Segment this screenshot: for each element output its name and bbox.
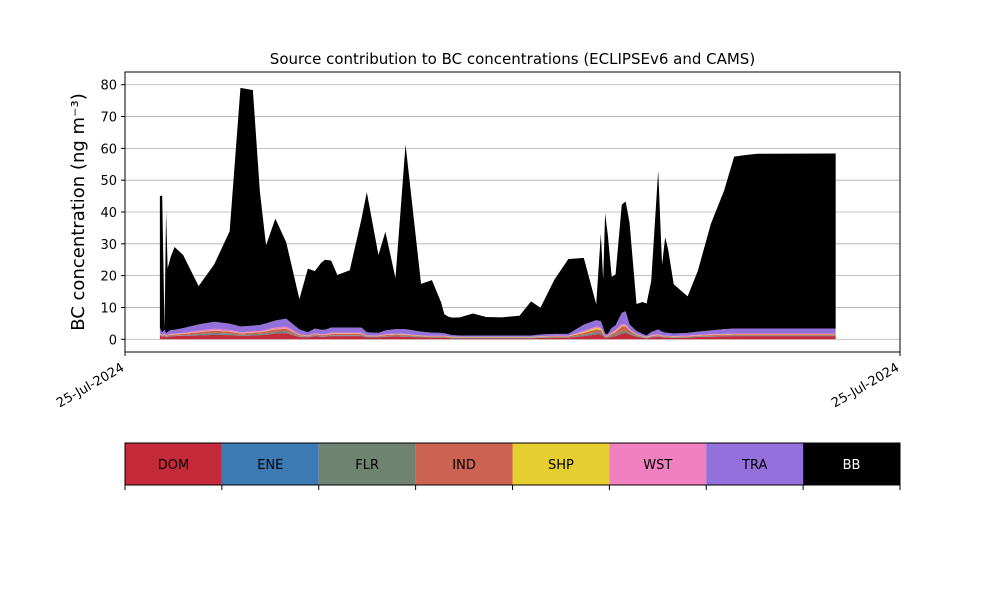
legend-swatch-ene bbox=[221, 443, 319, 485]
y-tick-label: 70 bbox=[100, 111, 117, 126]
legend-swatch-shp bbox=[512, 443, 610, 485]
legend-swatch-flr bbox=[318, 443, 416, 485]
legend-colorbar: DOM ENE FLR IND SHP WST TRA BB bbox=[124, 442, 901, 490]
y-tick-label: 40 bbox=[100, 206, 117, 221]
legend-swatch-wst bbox=[609, 443, 707, 485]
legend-label-flr: FLR bbox=[355, 458, 379, 473]
legend-frame bbox=[124, 442, 901, 486]
y-axis-label: BC concentration (ng m⁻³) bbox=[68, 93, 89, 331]
y-tick-label: 30 bbox=[100, 238, 117, 253]
legend-label-shp: SHP bbox=[548, 458, 574, 473]
chart-title: Source contribution to BC concentrations… bbox=[270, 50, 755, 68]
area-series-wst bbox=[159, 324, 836, 338]
legend-swatch-dom bbox=[125, 443, 222, 485]
stacked-areas bbox=[159, 87, 836, 340]
area-series-ind bbox=[159, 326, 836, 338]
y-tick-label: 20 bbox=[100, 270, 117, 285]
legend-swatch-tra bbox=[706, 443, 804, 485]
legend-swatch-ind bbox=[415, 443, 513, 485]
y-tick-label: 0 bbox=[109, 333, 117, 348]
legend-label-ene: ENE bbox=[257, 458, 283, 473]
legend-label-wst: WST bbox=[643, 458, 672, 473]
y-axis-ticks: 0 10 20 30 40 50 60 70 80 bbox=[100, 79, 125, 348]
y-tick-label: 80 bbox=[100, 79, 117, 94]
legend-label-tra: TRA bbox=[741, 458, 767, 473]
y-tick-label: 60 bbox=[100, 142, 117, 157]
legend-label-dom: DOM bbox=[158, 458, 189, 473]
legend-label-ind: IND bbox=[452, 458, 476, 473]
y-tick-label: 10 bbox=[100, 301, 117, 316]
y-tick-label: 50 bbox=[100, 174, 117, 189]
legend-label-bb: BB bbox=[843, 458, 861, 473]
legend-swatch-bb bbox=[803, 443, 900, 485]
area-series-bb bbox=[159, 87, 836, 336]
area-series-tra bbox=[159, 311, 836, 337]
